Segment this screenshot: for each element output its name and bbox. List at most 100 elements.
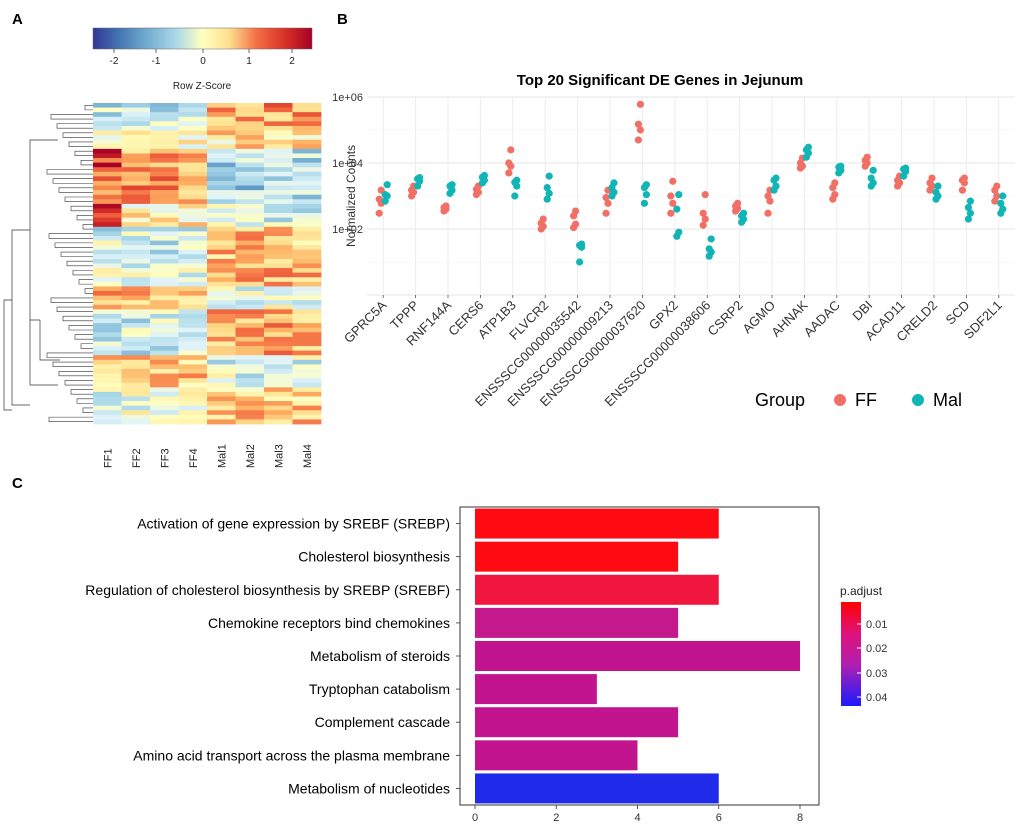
heatmap-cell <box>93 231 122 237</box>
heatmap-cell <box>235 281 265 287</box>
heatmap-cell <box>178 162 208 168</box>
heatmap-cell <box>93 226 122 232</box>
heatmap-cell <box>178 268 208 274</box>
heatmap-cell <box>292 116 322 122</box>
heatmap-cell <box>93 346 122 352</box>
heatmap-cell <box>121 258 151 264</box>
mal-point <box>383 181 391 189</box>
mal-point <box>545 189 553 197</box>
heatmap-cell <box>264 180 293 186</box>
heatmap-column-label: FF2 <box>131 448 143 468</box>
heatmap-cell <box>264 281 293 287</box>
heatmap-cell <box>121 222 151 228</box>
heatmap-cell <box>292 405 322 411</box>
heatmap-cell <box>178 176 208 182</box>
heatmap-cell <box>292 272 322 278</box>
heatmap-cell <box>93 171 122 177</box>
heatmap-cell <box>178 139 208 145</box>
heatmap-cell <box>93 401 122 407</box>
heatmap-cell <box>292 203 322 209</box>
heatmap-cell <box>121 300 151 306</box>
heatmap-cell <box>235 268 265 274</box>
ff-point <box>701 215 709 223</box>
heatmap-cell <box>292 103 322 108</box>
scatter-ytick-label: 1e+02 <box>332 224 363 236</box>
heatmap-cell <box>178 240 208 246</box>
heatmap-cell <box>292 281 322 287</box>
heatmap-cell <box>121 323 151 329</box>
heatmap-cell <box>292 368 322 374</box>
heatmap-cell <box>207 135 236 141</box>
heatmap-cell <box>150 414 179 420</box>
panel-label-b: B <box>337 11 348 28</box>
heatmap-cell <box>292 291 322 296</box>
ff-point <box>701 191 709 199</box>
heatmap-cell <box>121 167 151 173</box>
heatmap-cell <box>264 254 293 260</box>
heatmap-cell <box>121 405 151 411</box>
colorbar-tick-label: 0 <box>200 56 206 67</box>
heatmap-cell <box>207 167 236 173</box>
heatmap-cell <box>235 121 265 127</box>
mal-point <box>964 203 973 212</box>
heatmap-cell <box>207 112 236 118</box>
heatmap-cell <box>292 121 322 127</box>
heatmap-cell <box>150 249 179 255</box>
heatmap-cell <box>93 240 122 246</box>
heatmap-cell <box>235 148 265 154</box>
heatmap-cell <box>292 373 322 379</box>
mal-point <box>707 235 715 243</box>
heatmap-cell <box>207 125 236 131</box>
heatmap-cell <box>264 396 293 402</box>
heatmap-cell <box>292 268 322 274</box>
scatter-ytick-label: 1e+06 <box>332 92 363 104</box>
heatmap-cell <box>93 391 122 397</box>
heatmap-cell <box>264 245 293 251</box>
pathway-label: Chemokine receptors bind chemokines <box>208 615 450 631</box>
heatmap-cell <box>235 368 265 374</box>
heatmap-cell <box>207 176 236 182</box>
mal-point <box>576 258 584 266</box>
heatmap-cell <box>150 125 179 131</box>
heatmap-cell <box>150 185 179 191</box>
heatmap-cell <box>121 291 151 296</box>
heatmap-cell <box>207 291 236 296</box>
heatmap-cell <box>292 139 322 145</box>
heatmap-cell <box>93 313 122 319</box>
row-dendrogram <box>3 104 93 423</box>
mal-point <box>869 166 877 174</box>
heatmap-cell <box>264 203 293 209</box>
heatmap-cell <box>150 272 179 278</box>
heatmap-cell <box>121 336 151 342</box>
padjust-tick-label: 0.04 <box>866 692 887 704</box>
heatmap-cell <box>264 268 293 274</box>
heatmap-cell <box>150 176 179 182</box>
bar-xtick-label: 0 <box>472 812 478 824</box>
heatmap-cell <box>178 158 208 164</box>
heatmap-cell <box>235 350 265 356</box>
heatmap-cell <box>292 180 322 186</box>
heatmap-cell <box>93 272 122 278</box>
heatmap-cell <box>235 300 265 306</box>
heatmap-cell <box>207 199 236 205</box>
heatmap-cell <box>292 336 322 342</box>
ff-point <box>602 209 610 217</box>
heatmap-cell <box>178 103 208 108</box>
heatmap-column-label: Mal1 <box>216 444 228 468</box>
heatmap-cell <box>235 341 265 347</box>
ff-point <box>993 182 1001 190</box>
heatmap-cell <box>178 368 208 374</box>
heatmap-cell <box>93 364 122 370</box>
mal-point <box>610 179 618 187</box>
heatmap-cell <box>207 171 236 177</box>
heatmap-column-label: FF1 <box>102 448 114 468</box>
heatmap-cell <box>121 355 151 361</box>
heatmap-cell <box>235 125 265 131</box>
heatmap-cell <box>264 313 293 319</box>
heatmap-cell <box>93 121 122 127</box>
heatmap-cell <box>93 199 122 205</box>
heatmap-cell <box>121 304 151 310</box>
heatmap-cell <box>150 350 179 356</box>
heatmap-cell <box>178 295 208 301</box>
heatmap-cell <box>235 258 265 264</box>
